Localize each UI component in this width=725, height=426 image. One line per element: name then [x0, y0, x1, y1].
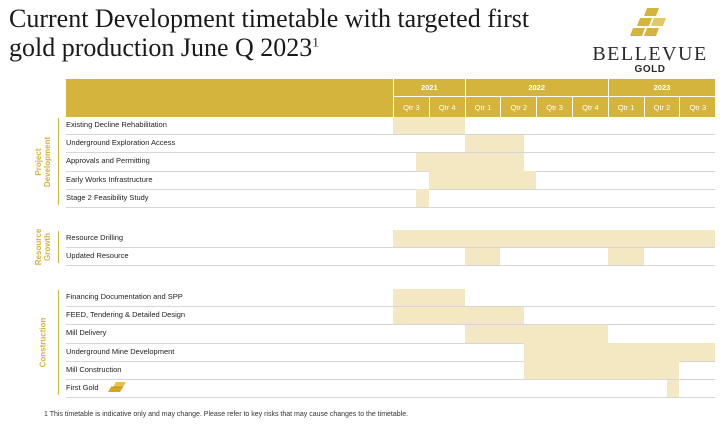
task-label: Early Works Infrastructure	[66, 174, 153, 184]
task-label: Mill Delivery	[66, 328, 107, 338]
quarter-header: Qtr 1	[464, 96, 501, 117]
row-divider	[66, 152, 715, 154]
page-title: Current Development timetable with targe…	[9, 4, 569, 62]
year-header-2022: 2022	[464, 79, 608, 96]
gantt-bar	[393, 229, 716, 248]
section-label: Resource Growth	[28, 229, 58, 265]
logo-name: BELLEVUE	[592, 43, 708, 65]
quarter-header: Qtr 4	[572, 96, 608, 117]
quarter-header: Qtr 4	[428, 96, 465, 117]
section-bracket	[58, 118, 59, 205]
task-label: FEED, Tendering & Detailed Design	[66, 310, 186, 320]
gantt-bar	[666, 379, 680, 398]
section-label-text: Resource Growth	[34, 228, 53, 266]
quarter-header: Qtr 2	[500, 96, 537, 117]
quarter-header: Qtr 3	[679, 96, 716, 117]
gantt-bar	[464, 247, 501, 266]
row-divider	[66, 170, 715, 172]
gantt-bar	[464, 324, 608, 343]
section-label-text: Construction	[38, 317, 48, 368]
task-label: Mill Construction	[66, 364, 122, 374]
timeline-header	[66, 79, 715, 117]
quarter-header: Qtr 3	[536, 96, 572, 117]
gold-bar-icon	[108, 382, 126, 392]
quarter-header: Qtr 2	[643, 96, 680, 117]
task-label: Updated Resource	[66, 251, 129, 261]
task-label: Financing Documentation and SPP	[66, 292, 183, 301]
task-label: Resource Drilling	[66, 233, 124, 242]
section-label: Project Development	[28, 116, 58, 207]
gantt-bar	[416, 189, 429, 207]
section-bracket	[58, 231, 59, 264]
section-bracket	[58, 290, 59, 396]
footnote: 1 This timetable is indicative only and …	[44, 411, 409, 418]
logo-subtitle: GOLD	[634, 64, 666, 75]
row-divider	[66, 188, 715, 190]
gantt-bar	[393, 288, 465, 307]
gantt-bar	[393, 306, 524, 325]
gantt-bar	[523, 361, 680, 379]
task-label: Underground Exploration Access	[66, 138, 176, 148]
section-label: Construction	[28, 288, 58, 397]
row-divider	[66, 397, 715, 399]
row-divider	[66, 207, 715, 208]
title-text: Current Development timetable with targe…	[9, 4, 530, 62]
section-label-text: Project Development	[34, 136, 53, 187]
task-label: Existing Decline Rehabilitation	[66, 120, 167, 129]
gold-bars-logo-icon	[630, 8, 666, 36]
gantt-bar	[607, 247, 644, 266]
row-divider	[66, 360, 715, 362]
task-label: Approvals and Permitting	[66, 156, 150, 166]
row-divider	[66, 134, 715, 136]
bellevue-gold-logo: BELLEVUE GOLD	[590, 6, 710, 76]
gantt-bar	[416, 152, 524, 171]
year-header-2021: 2021	[393, 79, 465, 96]
task-label: Underground Mine Development	[66, 346, 175, 356]
task-label: Stage 2 Feasibility Study	[66, 192, 149, 202]
title-footnote-marker: 1	[312, 34, 319, 50]
row-divider	[66, 306, 715, 308]
row-divider	[66, 324, 715, 326]
row-divider	[66, 379, 715, 380]
gantt-bar	[464, 134, 524, 153]
row-divider	[66, 265, 715, 267]
quarter-header: Qtr 1	[607, 96, 644, 117]
gantt-bar	[428, 171, 537, 189]
gantt-bar	[523, 343, 716, 361]
gantt-bar	[393, 116, 465, 135]
task-label: First Gold	[66, 383, 99, 392]
row-divider	[66, 342, 715, 344]
row-divider	[66, 247, 715, 249]
quarter-header: Qtr 3	[393, 96, 429, 117]
year-header-2023: 2023	[607, 79, 715, 96]
